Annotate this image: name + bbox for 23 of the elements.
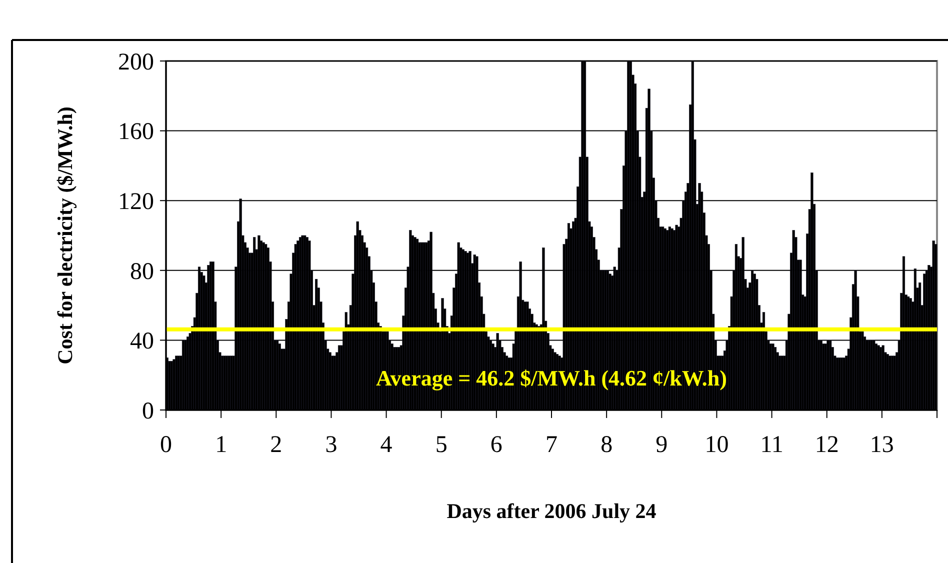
y-axis-title: Cost for electricity ($/MW.h) — [53, 106, 77, 364]
y-tick-label: 40 — [130, 328, 154, 355]
x-tick-label: 4 — [380, 432, 392, 458]
x-tick-label: 3 — [325, 432, 338, 458]
y-tick-label: 120 — [118, 189, 154, 215]
x-tick-label: 0 — [160, 432, 172, 458]
x-tick-label: 10 — [704, 432, 729, 458]
y-tick-label: 160 — [118, 119, 154, 146]
x-tick-label: 11 — [760, 432, 784, 458]
x-axis-title: Days after 2006 July 24 — [446, 499, 657, 523]
x-tick-label: 7 — [546, 432, 558, 458]
y-tick-label: 0 — [142, 398, 154, 424]
x-tick-label: 2 — [270, 432, 282, 458]
x-tick-label: 6 — [490, 432, 502, 458]
x-tick-label: 1 — [215, 432, 228, 458]
y-tick-label: 200 — [118, 49, 154, 76]
x-tick-label: 8 — [600, 432, 613, 458]
x-tick-label: 9 — [656, 432, 668, 458]
ref-line-label: Average = 46.2 $/MW.h (4.62 ¢/kW.h) — [376, 365, 727, 390]
x-tick-label: 5 — [435, 432, 448, 458]
y-tick-label: 80 — [130, 258, 154, 285]
x-tick-label: 13 — [870, 432, 894, 458]
x-tick-label: 12 — [814, 432, 839, 458]
